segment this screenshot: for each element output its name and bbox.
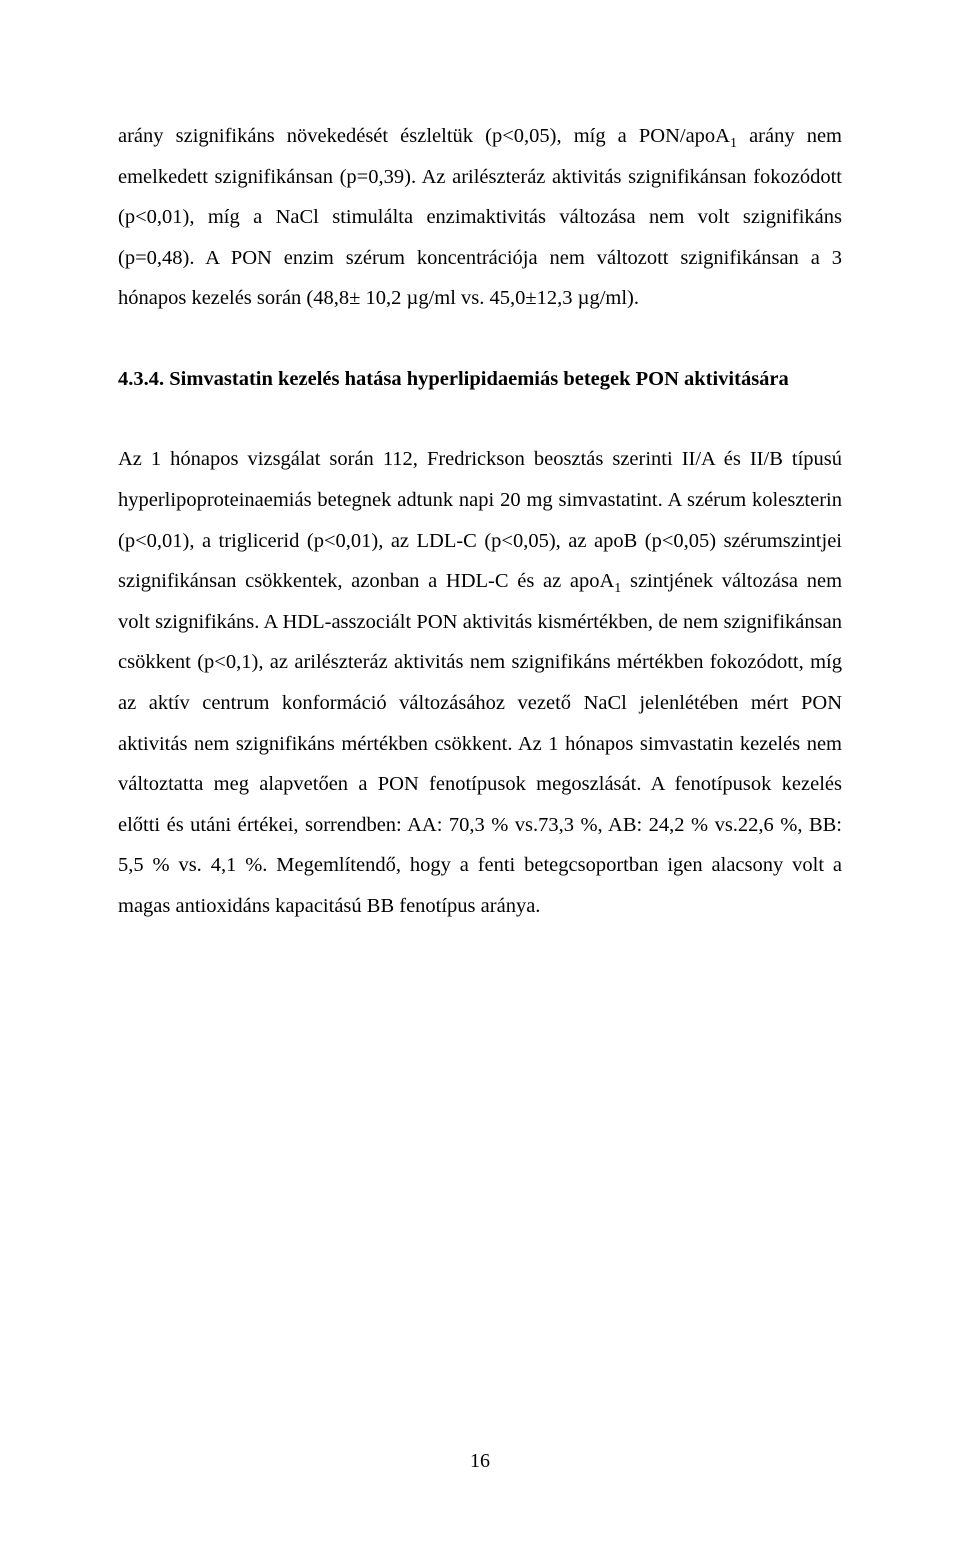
para1-text-b: arány nem emelkedett szignifikánsan (p=0… [118, 125, 842, 309]
paragraph-2: Az 1 hónapos vizsgálat során 112, Fredri… [118, 439, 842, 926]
para1-subscript: 1 [730, 136, 737, 151]
page-number: 16 [0, 1450, 960, 1473]
para1-text-a: arány szignifikáns növekedését észleltük… [118, 125, 730, 147]
paragraph-1: arány szignifikáns növekedését észleltük… [118, 116, 842, 319]
section-heading: 4.3.4. Simvastatin kezelés hatása hyperl… [118, 359, 842, 400]
page: arány szignifikáns növekedését észleltük… [0, 0, 960, 1541]
para2-text-b: szintjének változása nem volt szignifiká… [118, 570, 842, 917]
